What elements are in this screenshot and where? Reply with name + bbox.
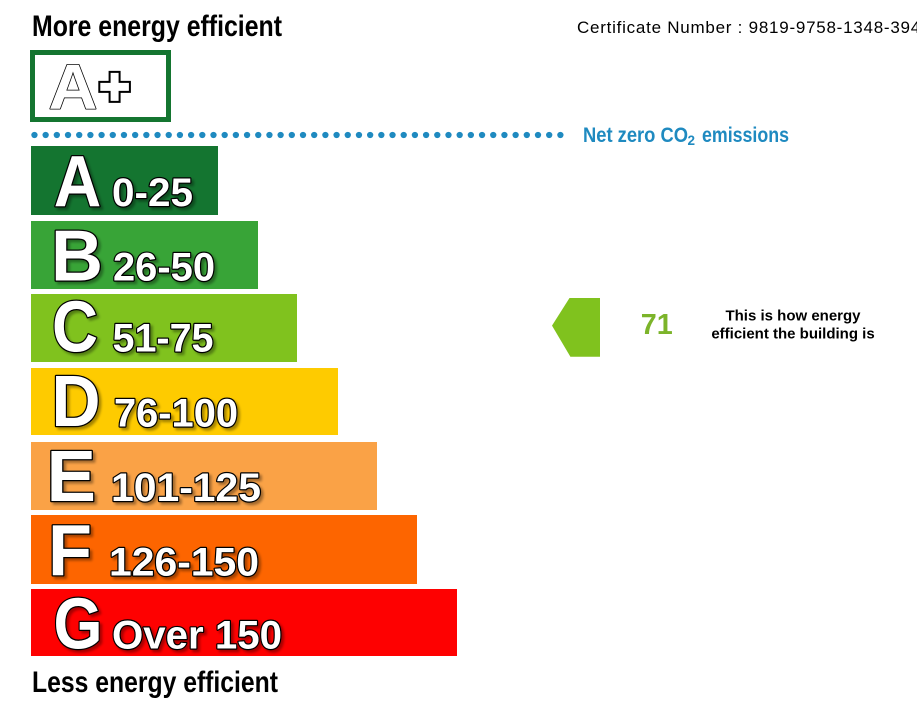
svg-text:emissions: emissions: [702, 124, 789, 147]
svg-text:efficient the building is: efficient the building is: [711, 326, 874, 343]
svg-text:E: E: [47, 437, 97, 517]
svg-text:D: D: [52, 362, 101, 442]
svg-text:Less energy efficient: Less energy efficient: [32, 666, 278, 699]
svg-text:B: B: [51, 217, 103, 297]
svg-text:Net zero CO: Net zero CO: [583, 124, 688, 147]
svg-text:26-50: 26-50: [113, 246, 215, 290]
svg-text:This is how energy: This is how energy: [725, 308, 861, 325]
svg-text:51-75: 51-75: [113, 317, 214, 361]
svg-text:A: A: [54, 142, 101, 222]
svg-text:2: 2: [688, 133, 696, 148]
svg-text:G: G: [54, 585, 103, 665]
svg-text:Over 150: Over 150: [112, 614, 282, 658]
svg-text:126-150: 126-150: [109, 541, 259, 585]
svg-text:Certificate Number : 9819-9758: Certificate Number : 9819-9758-1348-3941…: [577, 18, 917, 37]
svg-text:71: 71: [641, 309, 673, 341]
svg-text:0-25: 0-25: [112, 171, 193, 215]
svg-text:101-125: 101-125: [111, 466, 261, 510]
svg-text:A: A: [49, 51, 98, 123]
svg-text:More energy efficient: More energy efficient: [32, 10, 282, 43]
svg-text:C: C: [52, 288, 98, 368]
svg-text:F: F: [48, 512, 92, 592]
svg-text:76-100: 76-100: [114, 392, 238, 436]
